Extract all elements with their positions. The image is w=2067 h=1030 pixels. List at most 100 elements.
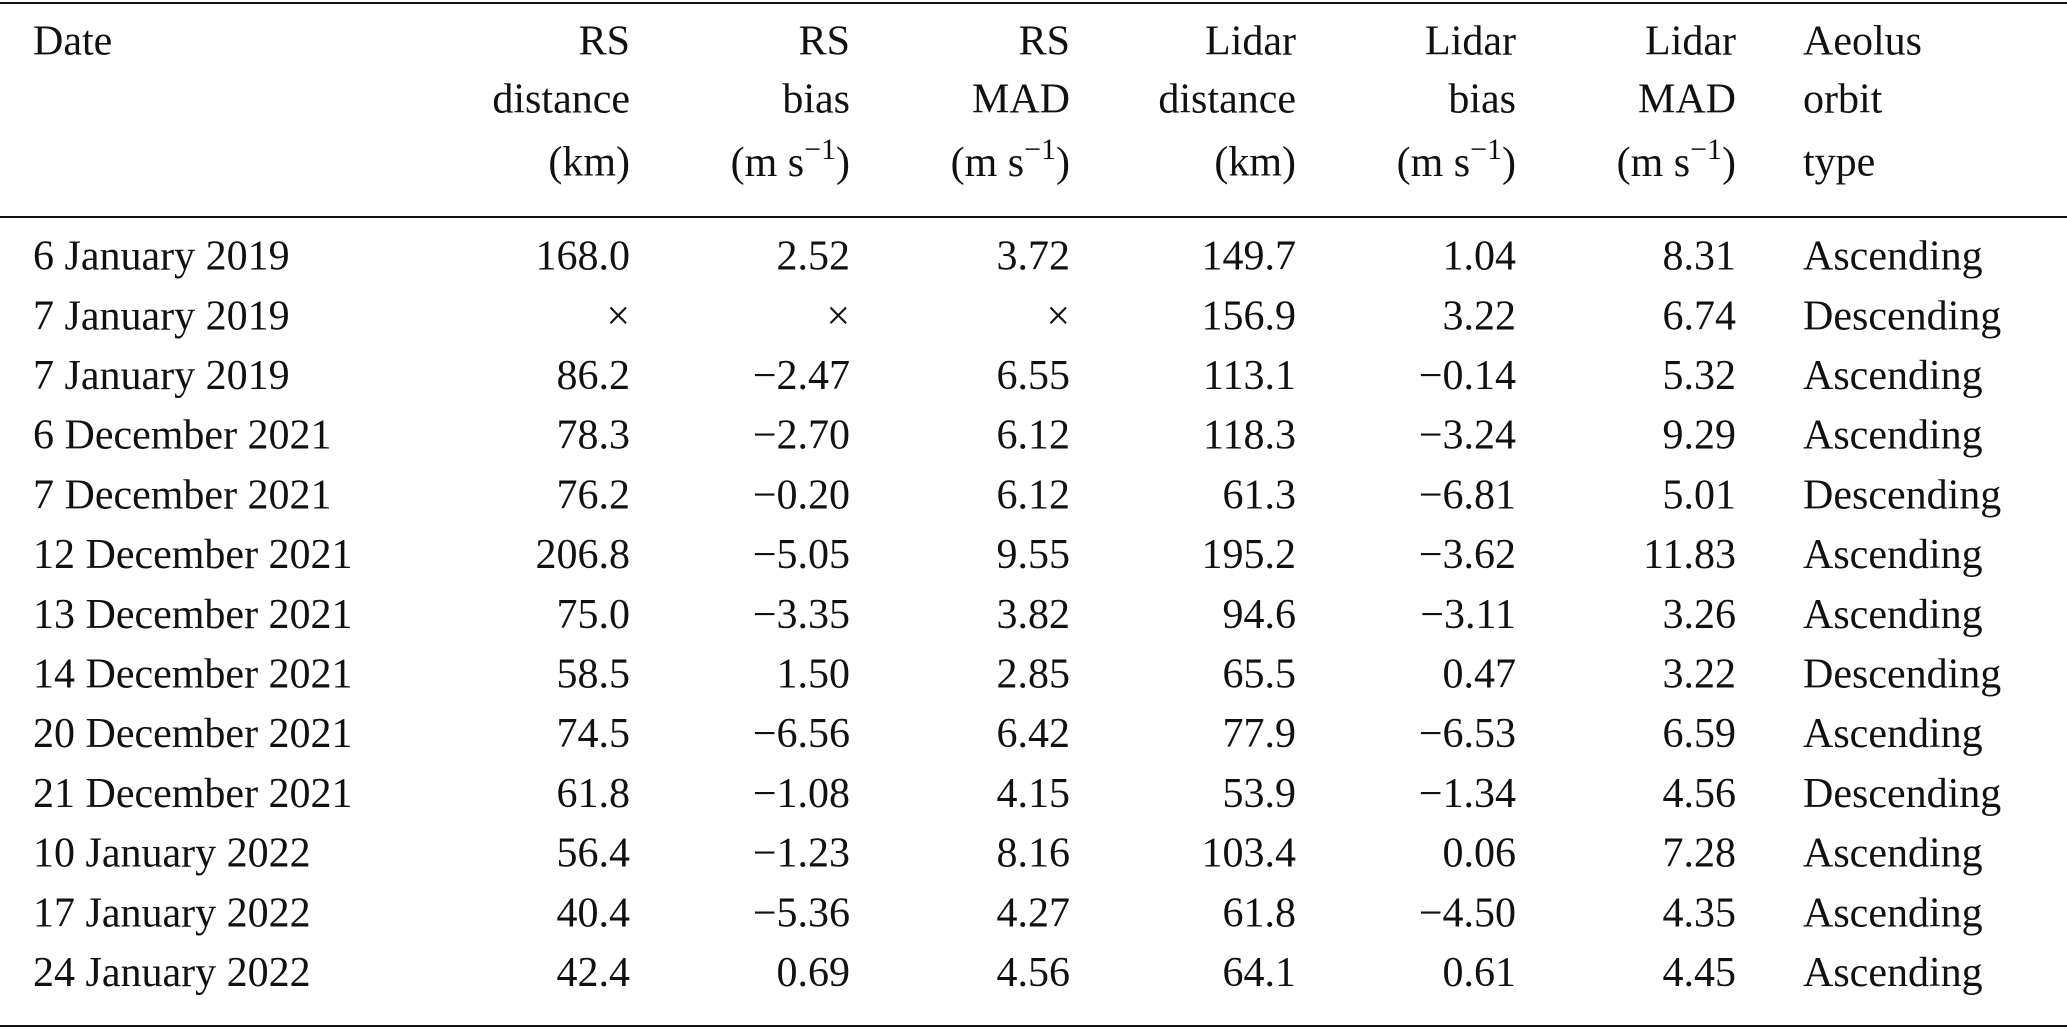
- header-text: RS: [1019, 19, 1070, 65]
- cell: 4.45: [1663, 950, 1737, 996]
- cell: Ascending: [1803, 950, 1983, 996]
- cell: 3.82: [997, 592, 1071, 638]
- header-text: bias: [1448, 77, 1516, 123]
- header-text: Date: [33, 19, 112, 65]
- cell: ×: [1046, 293, 1070, 339]
- header-text: RS: [799, 19, 850, 65]
- cell: −0.20: [753, 472, 850, 518]
- header-text: Aeolus: [1803, 19, 1922, 65]
- cell: 94.6: [1223, 592, 1297, 638]
- cell: Ascending: [1803, 532, 1983, 578]
- cell: 56.4: [557, 831, 631, 877]
- unit-text: (m s: [731, 140, 805, 186]
- cell: 9.55: [997, 532, 1071, 578]
- cell: 64.1: [1223, 950, 1297, 996]
- cell: 6.12: [997, 472, 1071, 518]
- row-date: 13 December 2021: [33, 592, 353, 638]
- unit-after: ): [1056, 140, 1070, 186]
- cell: 6.42: [997, 711, 1071, 757]
- header-unit: (m s−1): [951, 133, 1070, 186]
- cell: 195.2: [1202, 532, 1297, 578]
- header-text: (km): [548, 140, 630, 186]
- row-date: 7 January 2019: [33, 353, 290, 399]
- cell: 3.72: [997, 234, 1071, 280]
- cell: −4.50: [1419, 890, 1516, 936]
- cell: 2.52: [777, 234, 851, 280]
- cell: 5.01: [1663, 472, 1737, 518]
- cell: 4.27: [997, 890, 1071, 936]
- unit-text: (m s: [951, 140, 1025, 186]
- cell: 74.5: [557, 711, 631, 757]
- header-text: MAD: [972, 77, 1070, 123]
- unit-sup: −1: [804, 133, 836, 166]
- cell: −3.11: [1420, 592, 1516, 638]
- cell: Descending: [1803, 652, 2001, 698]
- cell: Ascending: [1803, 711, 1983, 757]
- cell: 11.83: [1643, 532, 1736, 578]
- cell: Ascending: [1803, 353, 1983, 399]
- cell: Ascending: [1803, 413, 1983, 459]
- header-text: MAD: [1638, 77, 1736, 123]
- cell: 2.85: [997, 652, 1071, 698]
- row-date: 21 December 2021: [33, 771, 353, 817]
- cell: −5.36: [753, 890, 850, 936]
- cell: −2.47: [753, 353, 850, 399]
- cell: 149.7: [1202, 234, 1297, 280]
- cell: −3.62: [1419, 532, 1516, 578]
- unit-after: ): [1722, 140, 1736, 186]
- cell: 6.74: [1663, 293, 1737, 339]
- row-date: 7 December 2021: [33, 472, 332, 518]
- cell: 65.5: [1223, 652, 1297, 698]
- row-date: 14 December 2021: [33, 652, 353, 698]
- cell: −3.24: [1419, 413, 1516, 459]
- cell: 0.06: [1443, 831, 1517, 877]
- header-text: distance: [492, 77, 630, 123]
- header-text: Lidar: [1645, 19, 1736, 65]
- header-text: bias: [782, 77, 850, 123]
- cell: −0.14: [1419, 353, 1516, 399]
- cell: 61.3: [1223, 472, 1297, 518]
- cell: 61.8: [1223, 890, 1297, 936]
- cell: 1.04: [1443, 234, 1517, 280]
- unit-after: ): [836, 140, 850, 186]
- cell: 206.8: [536, 532, 631, 578]
- cell: ×: [606, 293, 630, 339]
- cell: Descending: [1803, 293, 2001, 339]
- cell: −2.70: [753, 413, 850, 459]
- row-date: 20 December 2021: [33, 711, 353, 757]
- unit-text: (m s: [1617, 140, 1691, 186]
- unit-sup: −1: [1470, 133, 1502, 166]
- cell: 8.31: [1663, 234, 1737, 280]
- cell: Descending: [1803, 771, 2001, 817]
- row-date: 24 January 2022: [33, 950, 311, 996]
- header-text: type: [1803, 140, 1875, 186]
- unit-text: (m s: [1397, 140, 1471, 186]
- cell: 168.0: [536, 234, 631, 280]
- cell: 78.3: [557, 413, 631, 459]
- cell: 4.56: [1663, 771, 1737, 817]
- cell: 61.8: [557, 771, 631, 817]
- header-text: distance: [1158, 77, 1296, 123]
- unit-sup: −1: [1690, 133, 1722, 166]
- cell: Ascending: [1803, 890, 1983, 936]
- header-text: RS: [579, 19, 630, 65]
- cell: −3.35: [753, 592, 850, 638]
- cell: 8.16: [997, 831, 1071, 877]
- cell: 103.4: [1202, 831, 1297, 877]
- cell: 3.22: [1443, 293, 1517, 339]
- cell: Descending: [1803, 472, 2001, 518]
- cell: 4.56: [997, 950, 1071, 996]
- header-text: Lidar: [1205, 19, 1296, 65]
- cell: 7.28: [1663, 831, 1737, 877]
- cell: 53.9: [1223, 771, 1297, 817]
- cell: 77.9: [1223, 711, 1297, 757]
- cell: 75.0: [557, 592, 631, 638]
- cell: 118.3: [1203, 413, 1296, 459]
- row-date: 6 January 2019: [33, 234, 290, 280]
- cell: 86.2: [557, 353, 631, 399]
- cell: −1.34: [1419, 771, 1516, 817]
- cell: ×: [826, 293, 850, 339]
- cell: 58.5: [557, 652, 631, 698]
- row-date: 10 January 2022: [33, 831, 311, 877]
- cell: 0.69: [777, 950, 851, 996]
